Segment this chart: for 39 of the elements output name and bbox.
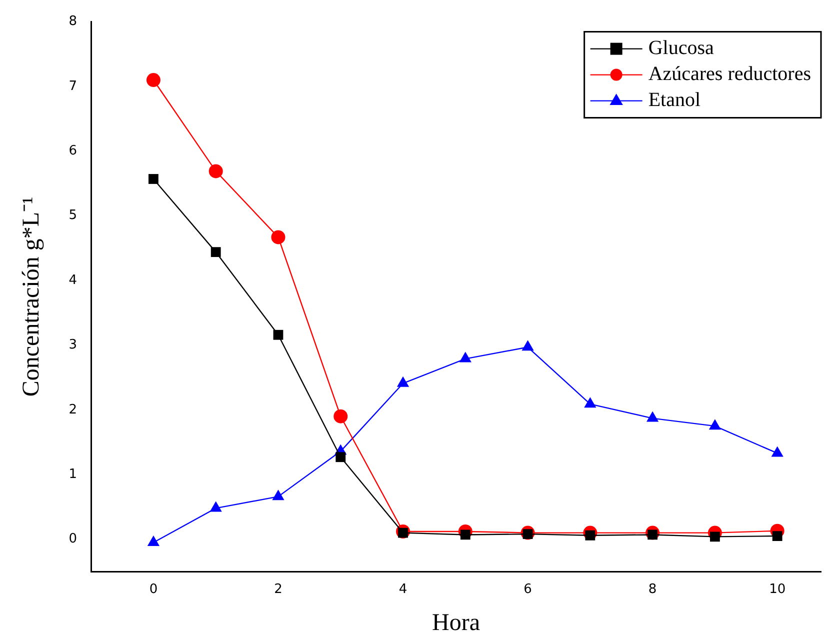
y-tick-label: 5: [68, 208, 78, 224]
point: [210, 501, 222, 512]
point: [459, 352, 472, 362]
y-tick-label: 6: [68, 144, 78, 159]
point: [396, 376, 410, 387]
x-tick-label: 10: [769, 582, 786, 597]
point: [646, 411, 659, 422]
x-axis-title: Hora: [432, 610, 480, 636]
y-tick-label: 3: [68, 338, 78, 353]
legend-label: Etanol: [648, 89, 701, 112]
x-tick-label: 0: [149, 582, 158, 597]
legend-label: Azúcares reductores: [648, 63, 812, 86]
point: [271, 230, 286, 244]
point: [148, 174, 158, 184]
y-tick-label: 4: [68, 272, 78, 288]
point: [272, 490, 284, 500]
point: [771, 446, 784, 457]
point: [334, 409, 348, 424]
point: [336, 452, 346, 462]
x-tick-label: 2: [274, 582, 282, 597]
point: [708, 419, 722, 430]
point: [584, 397, 596, 408]
y-tick-label: 2: [68, 402, 78, 418]
point: [273, 330, 284, 340]
point: [147, 535, 160, 546]
y-tick-label: 0: [68, 532, 78, 547]
y-tick-label: 7: [68, 78, 78, 94]
x-tick-label: 6: [524, 582, 532, 597]
y-axis-title: Concentración g*L⁻¹: [18, 196, 45, 397]
point: [772, 531, 782, 541]
x-tick-label: 8: [648, 582, 657, 597]
point: [208, 164, 223, 178]
point: [522, 340, 534, 351]
point: [210, 247, 221, 258]
point: [146, 73, 160, 88]
y-tick-label: 1: [68, 466, 78, 482]
y-tick-label: 8: [68, 14, 78, 30]
legend-label: Glucosa: [648, 37, 714, 60]
x-tick-label: 4: [398, 582, 408, 597]
